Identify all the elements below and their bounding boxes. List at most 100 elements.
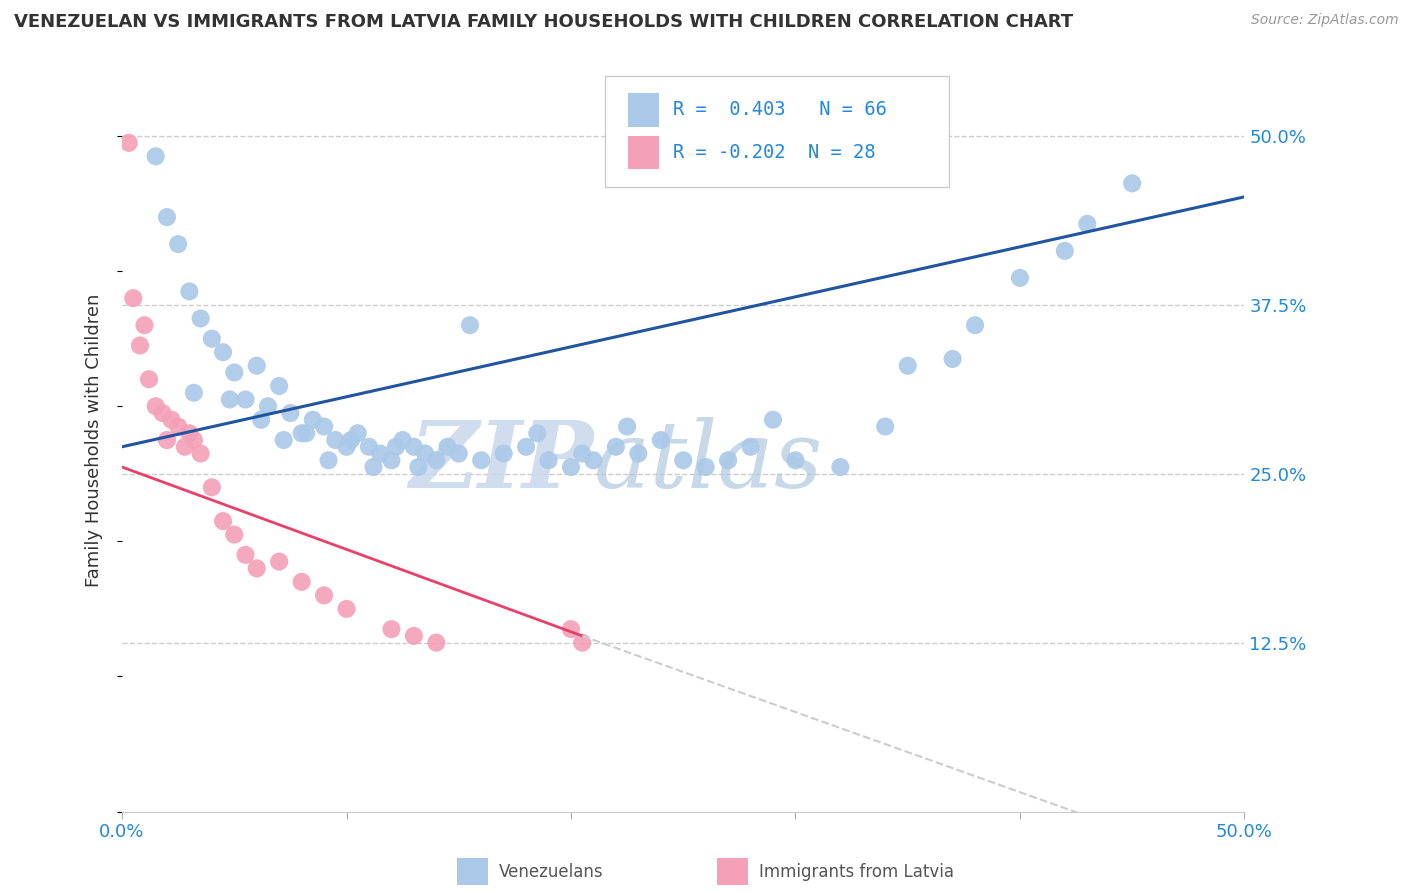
Point (413, 446, 436, 460)
Point (1121, 177, 1143, 191)
Point (235, 392, 257, 407)
Point (616, 419, 638, 434)
Point (492, 446, 515, 460)
Point (560, 460, 582, 475)
Point (122, 291, 145, 305)
Point (280, 406, 302, 420)
Point (560, 622, 582, 636)
Point (963, 318, 986, 333)
Point (425, 635, 447, 649)
Point (212, 345, 235, 359)
Point (145, 149, 167, 163)
Point (273, 433, 295, 447)
Point (717, 453, 740, 467)
Text: R = -0.202  N = 28: R = -0.202 N = 28 (673, 143, 876, 162)
Text: atlas: atlas (593, 417, 823, 508)
Point (312, 588, 335, 602)
Point (447, 446, 470, 460)
Point (269, 379, 291, 393)
Point (571, 635, 593, 649)
Point (897, 359, 920, 373)
Point (174, 440, 197, 454)
Point (246, 359, 269, 373)
Point (291, 426, 314, 441)
Point (235, 548, 257, 562)
Point (380, 453, 402, 467)
Point (537, 453, 560, 467)
Point (129, 338, 152, 352)
Point (167, 237, 190, 252)
Point (1053, 244, 1076, 258)
Point (138, 372, 160, 386)
Point (515, 440, 537, 454)
Point (391, 433, 413, 447)
Point (1008, 271, 1031, 285)
Point (190, 446, 212, 460)
Point (650, 433, 672, 447)
Y-axis label: Family Households with Children: Family Households with Children (86, 293, 103, 587)
Point (458, 318, 481, 333)
Point (167, 419, 190, 434)
Text: Immigrants from Latvia: Immigrants from Latvia (759, 863, 955, 881)
Point (246, 561, 269, 575)
Point (695, 460, 717, 475)
Point (470, 453, 492, 467)
Point (785, 453, 807, 467)
Point (302, 413, 325, 427)
Point (134, 318, 156, 333)
Point (156, 433, 179, 447)
Point (672, 453, 695, 467)
Point (145, 399, 167, 413)
Point (323, 433, 346, 447)
Point (363, 460, 385, 475)
Point (201, 332, 224, 346)
Point (408, 460, 430, 475)
Point (312, 419, 335, 434)
Point (179, 426, 201, 441)
Point (212, 514, 235, 528)
Point (340, 433, 363, 447)
Point (160, 413, 183, 427)
Point (875, 419, 897, 434)
Point (218, 392, 240, 407)
Point (291, 574, 314, 589)
Point (183, 385, 205, 400)
Text: Venezuelans: Venezuelans (499, 863, 603, 881)
Point (335, 602, 357, 616)
Point (183, 433, 205, 447)
Point (402, 440, 425, 454)
Point (402, 629, 425, 643)
Point (526, 426, 548, 441)
Point (942, 351, 965, 366)
Point (436, 440, 458, 454)
Point (118, 136, 141, 150)
Point (385, 440, 408, 454)
Point (740, 440, 762, 454)
Point (605, 440, 627, 454)
Point (627, 446, 650, 460)
Point (1076, 217, 1098, 231)
Point (571, 446, 593, 460)
Point (762, 413, 785, 427)
Point (179, 285, 201, 299)
Point (269, 555, 291, 569)
Text: ZIP: ZIP (409, 417, 593, 508)
Text: Source: ZipAtlas.com: Source: ZipAtlas.com (1251, 13, 1399, 28)
Point (335, 440, 357, 454)
Point (830, 460, 852, 475)
Point (357, 440, 380, 454)
Text: VENEZUELAN VS IMMIGRANTS FROM LATVIA FAMILY HOUSEHOLDS WITH CHILDREN CORRELATION: VENEZUELAN VS IMMIGRANTS FROM LATVIA FAM… (14, 13, 1073, 31)
Point (380, 622, 402, 636)
Point (152, 406, 174, 420)
Point (295, 426, 318, 441)
Point (368, 446, 391, 460)
Point (582, 453, 605, 467)
Point (318, 453, 340, 467)
Text: R =  0.403   N = 66: R = 0.403 N = 66 (673, 100, 887, 120)
Point (257, 399, 280, 413)
Point (425, 453, 447, 467)
Point (190, 311, 212, 326)
Point (250, 413, 273, 427)
Point (224, 527, 246, 541)
Point (346, 426, 368, 441)
